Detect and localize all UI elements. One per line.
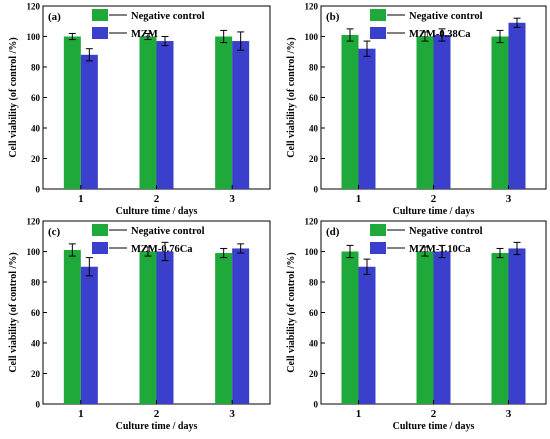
bar-treated-day1 (358, 48, 376, 190)
bar-negative-control-day1 (341, 251, 359, 404)
x-tick-label: 2 (154, 193, 160, 205)
y-tick-label: 80 (31, 278, 41, 288)
y-tick-label: 120 (27, 2, 41, 12)
legend-swatch-negative-control (92, 9, 108, 21)
legend-swatch-treated (370, 242, 386, 254)
y-axis-title: Cell viability (of control /%) (8, 37, 19, 157)
bar-negative-control-day3 (491, 253, 509, 404)
bar-negative-control-day1 (63, 36, 81, 189)
bar-negative-control-day2 (416, 36, 434, 189)
y-tick-label: 40 (31, 124, 41, 134)
y-axis-title: Cell viability (of control /%) (286, 252, 297, 372)
y-tick-label: 20 (31, 369, 41, 379)
x-tick-label: 1 (356, 408, 362, 420)
panel-label: (d) (326, 226, 340, 238)
y-tick-label: 60 (31, 308, 41, 318)
legend-swatch-negative-control (92, 224, 108, 236)
x-tick-label: 1 (78, 193, 84, 205)
y-tick-label: 40 (309, 339, 319, 349)
x-axis-title: Culture time / days (393, 206, 475, 217)
x-tick-label: 2 (154, 408, 160, 420)
bar-negative-control-day1 (341, 34, 359, 189)
y-tick-label: 60 (309, 93, 319, 103)
y-tick-label: 100 (305, 247, 319, 257)
legend-label: Negative control (131, 11, 205, 22)
y-tick-label: 0 (314, 185, 319, 195)
x-tick-label: 2 (431, 193, 437, 205)
x-tick-label: 1 (356, 193, 362, 205)
x-tick-label: 3 (506, 408, 512, 420)
y-axis-title: Cell viability (of control /%) (8, 252, 19, 372)
x-axis-title: Culture time / days (393, 421, 475, 432)
legend-swatch-treated (92, 242, 108, 254)
bar-treated-day1 (80, 54, 98, 189)
y-tick-label: 120 (305, 217, 319, 227)
x-tick-label: 3 (229, 193, 235, 205)
bar-treated-day2 (156, 41, 174, 190)
x-tick-label: 2 (431, 408, 437, 420)
chart-panel-c: 0 20 40 60 80 100 120 1 2 3 Culture time / days Cel… (8, 217, 271, 432)
x-tick-label: 3 (506, 193, 512, 205)
y-tick-label: 80 (309, 63, 319, 73)
chart-panel-a: 0 20 40 60 80 100 120 1 2 3 Culture time / days Cel… (8, 2, 271, 217)
bar-negative-control-day3 (491, 36, 509, 189)
y-tick-label: 60 (309, 308, 319, 318)
panel-label: (b) (326, 11, 340, 23)
y-tick-label: 20 (309, 369, 319, 379)
legend-label: MZM-0.38Ca (409, 29, 471, 40)
legend-swatch-negative-control (370, 9, 386, 21)
legend-swatch-treated (92, 27, 108, 39)
bar-negative-control-day3 (215, 253, 233, 404)
legend-swatch-treated (370, 27, 386, 39)
legend-swatch-negative-control (370, 224, 386, 236)
y-tick-label: 80 (309, 278, 319, 288)
y-tick-label: 120 (27, 217, 41, 227)
bar-negative-control-day2 (139, 36, 157, 189)
chart-panel-d: 0 20 40 60 80 100 120 1 2 3 Culture time / days Cel… (286, 217, 547, 432)
y-axis-title: Cell viability (of control /%) (286, 37, 297, 157)
bar-treated-day2 (433, 251, 451, 404)
y-tick-label: 40 (309, 124, 319, 134)
y-tick-label: 60 (31, 93, 41, 103)
x-axis-title: Culture time / days (116, 206, 198, 217)
chart-panel-b: 0 20 40 60 80 100 120 1 2 3 Culture time / days Cel… (286, 2, 547, 217)
bar-treated-day3 (508, 22, 526, 190)
y-tick-label: 0 (36, 185, 41, 195)
y-tick-label: 100 (27, 32, 41, 42)
x-axis-title: Culture time / days (116, 421, 198, 432)
bar-negative-control-day2 (416, 251, 434, 404)
legend-label: MZM-1.10Ca (409, 244, 471, 255)
y-tick-label: 80 (31, 63, 41, 73)
bar-negative-control-day1 (63, 249, 81, 404)
legend-label: MZM-0.76Ca (131, 244, 193, 255)
x-tick-label: 3 (229, 408, 235, 420)
y-tick-label: 0 (36, 400, 41, 410)
legend-label: Negative control (131, 226, 205, 237)
y-tick-label: 40 (31, 339, 41, 349)
x-tick-label: 1 (78, 408, 84, 420)
bar-treated-day1 (358, 266, 376, 404)
bar-treated-day3 (232, 41, 250, 190)
bar-treated-day2 (156, 251, 174, 404)
legend-label: MZM (131, 29, 158, 40)
y-tick-label: 20 (309, 154, 319, 164)
bar-negative-control-day2 (139, 251, 157, 404)
y-tick-label: 120 (305, 2, 319, 12)
y-tick-label: 0 (314, 400, 319, 410)
legend-label: Negative control (409, 11, 483, 22)
bar-treated-day1 (80, 266, 98, 404)
y-tick-label: 100 (305, 32, 319, 42)
y-tick-label: 20 (31, 154, 41, 164)
y-tick-label: 100 (27, 247, 41, 257)
panel-label: (a) (48, 11, 61, 23)
bar-treated-day3 (232, 248, 250, 404)
bar-treated-day3 (508, 248, 526, 404)
bar-negative-control-day3 (215, 36, 233, 189)
bar-treated-day2 (433, 34, 451, 189)
panel-label: (c) (48, 226, 61, 238)
legend-label: Negative control (409, 226, 483, 237)
